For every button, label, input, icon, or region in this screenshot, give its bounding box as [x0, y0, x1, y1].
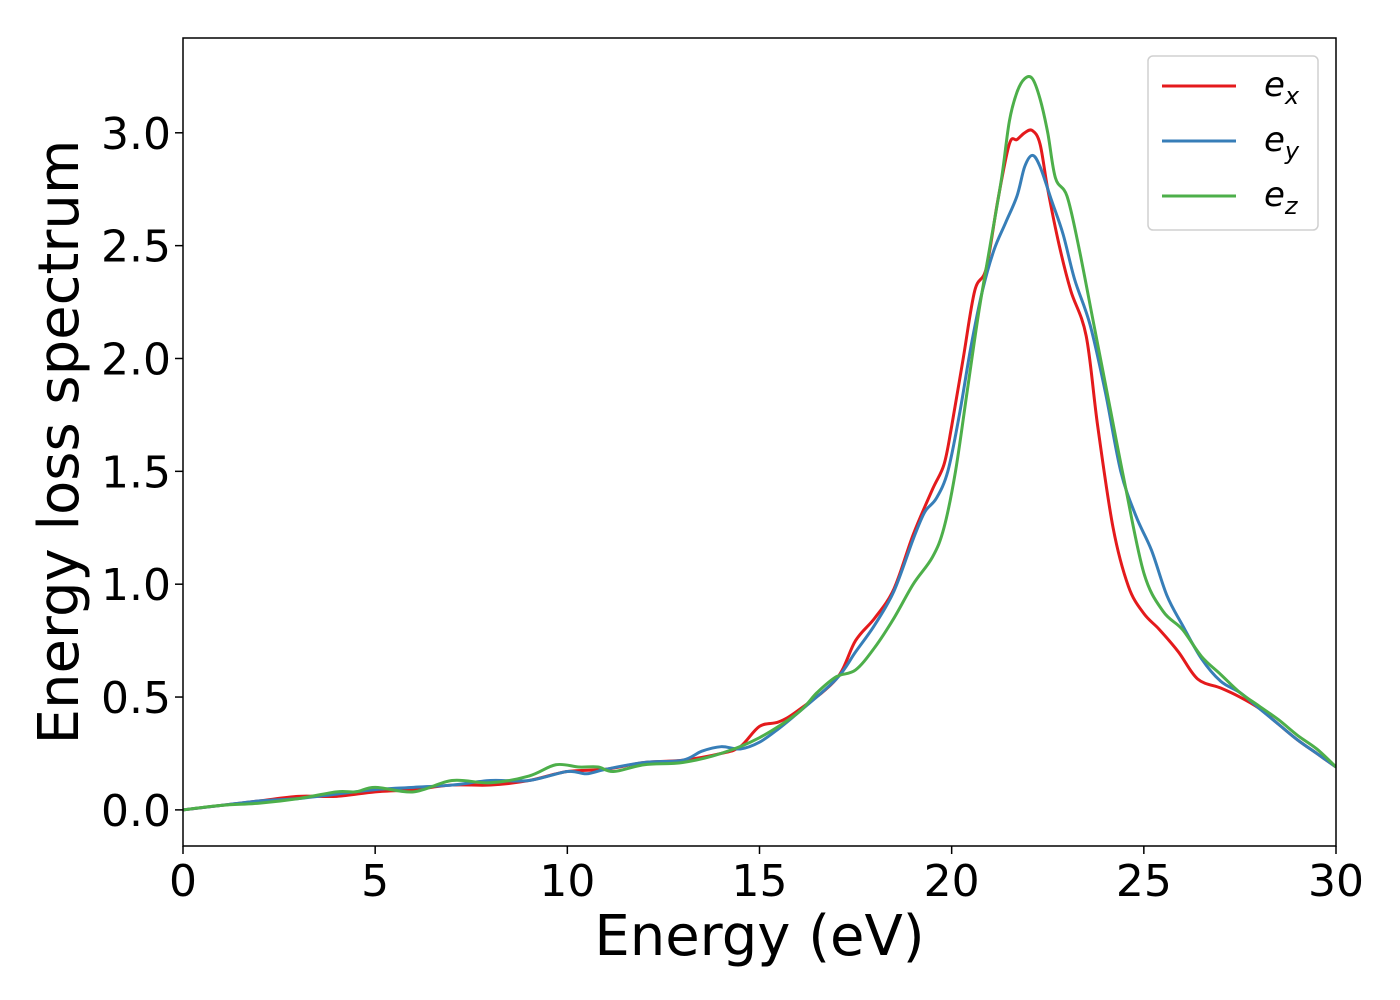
series-layer — [183, 75, 1336, 812]
legend-label-z: ez — [1264, 175, 1299, 220]
legend-label-y: ey — [1264, 120, 1300, 165]
legend-label-x: ex — [1264, 65, 1300, 110]
y-tick-label: 1.5 — [101, 447, 171, 498]
x-tick-label: 10 — [539, 856, 595, 907]
x-tick-label: 15 — [732, 856, 788, 907]
y-tick-label: 1.0 — [101, 560, 171, 611]
x-tick-label: 5 — [361, 856, 389, 907]
series-line-e-y — [183, 153, 1336, 812]
y-tick-label: 0.0 — [101, 786, 171, 837]
series-line-e-z — [183, 75, 1336, 812]
x-axis-label: Energy (eV) — [594, 904, 924, 969]
x-tick-label: 30 — [1308, 856, 1364, 907]
x-tick-label: 20 — [924, 856, 980, 907]
legend: ex ey ez — [1147, 55, 1319, 231]
y-tick-label: 3.0 — [101, 109, 171, 160]
x-tick-label: 25 — [1116, 856, 1172, 907]
y-tick-label: 2.5 — [101, 222, 171, 273]
x-tick-label: 0 — [169, 856, 197, 907]
ticks-layer: 0 5 10 15 20 25 30 0.0 0.5 1.0 1.5 2.0 2.5 3.0 — [101, 109, 1364, 907]
y-tick-label: 2.0 — [101, 334, 171, 385]
legend-box — [1147, 55, 1319, 231]
y-axis-label: Energy loss spectrum — [27, 140, 92, 745]
y-tick-label: 0.5 — [101, 673, 171, 724]
series-line-e-x — [183, 128, 1336, 812]
